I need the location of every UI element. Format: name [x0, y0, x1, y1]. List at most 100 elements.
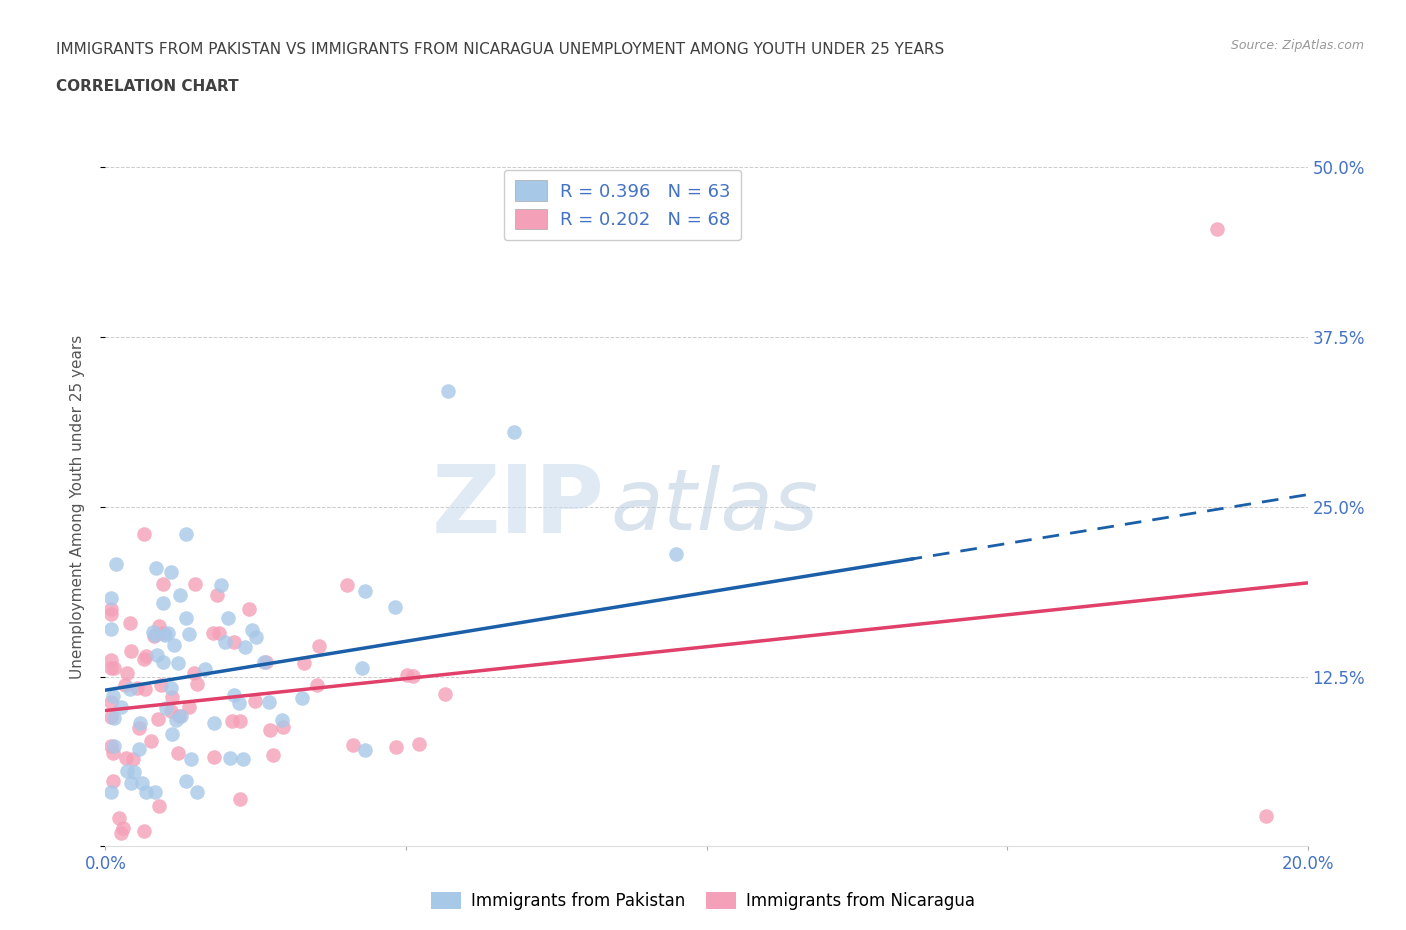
Point — [433, 686, 456, 701]
Point — [245, 630, 267, 644]
Point — [183, 665, 205, 680]
Point — [110, 699, 132, 714]
Point — [354, 584, 377, 599]
Point — [201, 626, 224, 641]
Point — [115, 751, 138, 765]
Point — [100, 652, 122, 667]
Point — [131, 776, 153, 790]
Point — [153, 628, 176, 643]
Point — [408, 737, 430, 751]
Point — [257, 695, 280, 710]
Point — [228, 713, 250, 728]
Point — [103, 773, 125, 788]
Point — [127, 681, 149, 696]
Point — [214, 635, 236, 650]
Point — [166, 745, 188, 760]
Point — [233, 640, 256, 655]
Point — [232, 751, 254, 766]
Point — [145, 560, 167, 575]
Point — [165, 712, 187, 727]
Point — [228, 696, 250, 711]
Point — [128, 741, 150, 756]
Point — [163, 638, 186, 653]
Point — [253, 654, 276, 669]
Text: Source: ZipAtlas.com: Source: ZipAtlas.com — [1230, 39, 1364, 52]
Point — [159, 565, 181, 579]
Point — [156, 626, 179, 641]
Point — [134, 651, 156, 666]
Point — [169, 588, 191, 603]
Point — [240, 623, 263, 638]
Point — [254, 655, 277, 670]
Point — [437, 384, 460, 399]
Point — [205, 588, 228, 603]
Point — [665, 547, 688, 562]
Point — [135, 785, 157, 800]
Point — [103, 660, 125, 675]
Point — [184, 577, 207, 591]
Point — [145, 785, 167, 800]
Point — [100, 661, 122, 676]
Point — [159, 681, 181, 696]
Point — [146, 711, 169, 726]
Point — [110, 825, 132, 840]
Point — [120, 644, 142, 658]
Text: ZIP: ZIP — [432, 461, 605, 552]
Point — [162, 689, 184, 704]
Point — [100, 601, 122, 616]
Point — [167, 656, 190, 671]
Point — [354, 742, 377, 757]
Point — [134, 681, 156, 696]
Point — [100, 606, 122, 621]
Point — [342, 737, 364, 752]
Text: CORRELATION CHART: CORRELATION CHART — [56, 79, 239, 94]
Point — [100, 785, 122, 800]
Point — [186, 677, 208, 692]
Point — [134, 526, 156, 541]
Point — [142, 629, 165, 644]
Point — [385, 739, 408, 754]
Point — [132, 823, 155, 838]
Point — [100, 621, 122, 636]
Point — [100, 739, 122, 754]
Point — [396, 667, 419, 682]
Point — [179, 627, 201, 642]
Point — [238, 602, 260, 617]
Point — [122, 764, 145, 779]
Point — [174, 774, 197, 789]
Point — [167, 709, 190, 724]
Legend: R = 0.396   N = 63, R = 0.202   N = 68: R = 0.396 N = 63, R = 0.202 N = 68 — [503, 169, 741, 240]
Point — [152, 626, 174, 641]
Y-axis label: Unemployment Among Youth under 25 years: Unemployment Among Youth under 25 years — [70, 335, 84, 679]
Point — [336, 578, 359, 592]
Point — [291, 690, 314, 705]
Point — [135, 648, 157, 663]
Point — [209, 578, 232, 592]
Point — [259, 723, 281, 737]
Point — [104, 556, 127, 571]
Point — [120, 682, 142, 697]
Point — [108, 811, 131, 826]
Point — [122, 751, 145, 766]
Point — [243, 694, 266, 709]
Point — [100, 710, 122, 724]
Point — [202, 749, 225, 764]
Point — [207, 625, 229, 640]
Point — [221, 714, 243, 729]
Point — [128, 721, 150, 736]
Point — [174, 610, 197, 625]
Point — [149, 677, 172, 692]
Point — [307, 678, 329, 693]
Point — [152, 577, 174, 591]
Point — [103, 738, 125, 753]
Point — [503, 425, 526, 440]
Point — [152, 655, 174, 670]
Text: atlas: atlas — [610, 465, 818, 549]
Point — [100, 695, 122, 710]
Point — [180, 751, 202, 766]
Point — [228, 791, 250, 806]
Point — [217, 611, 239, 626]
Point — [402, 669, 425, 684]
Point — [202, 715, 225, 730]
Point — [103, 711, 125, 725]
